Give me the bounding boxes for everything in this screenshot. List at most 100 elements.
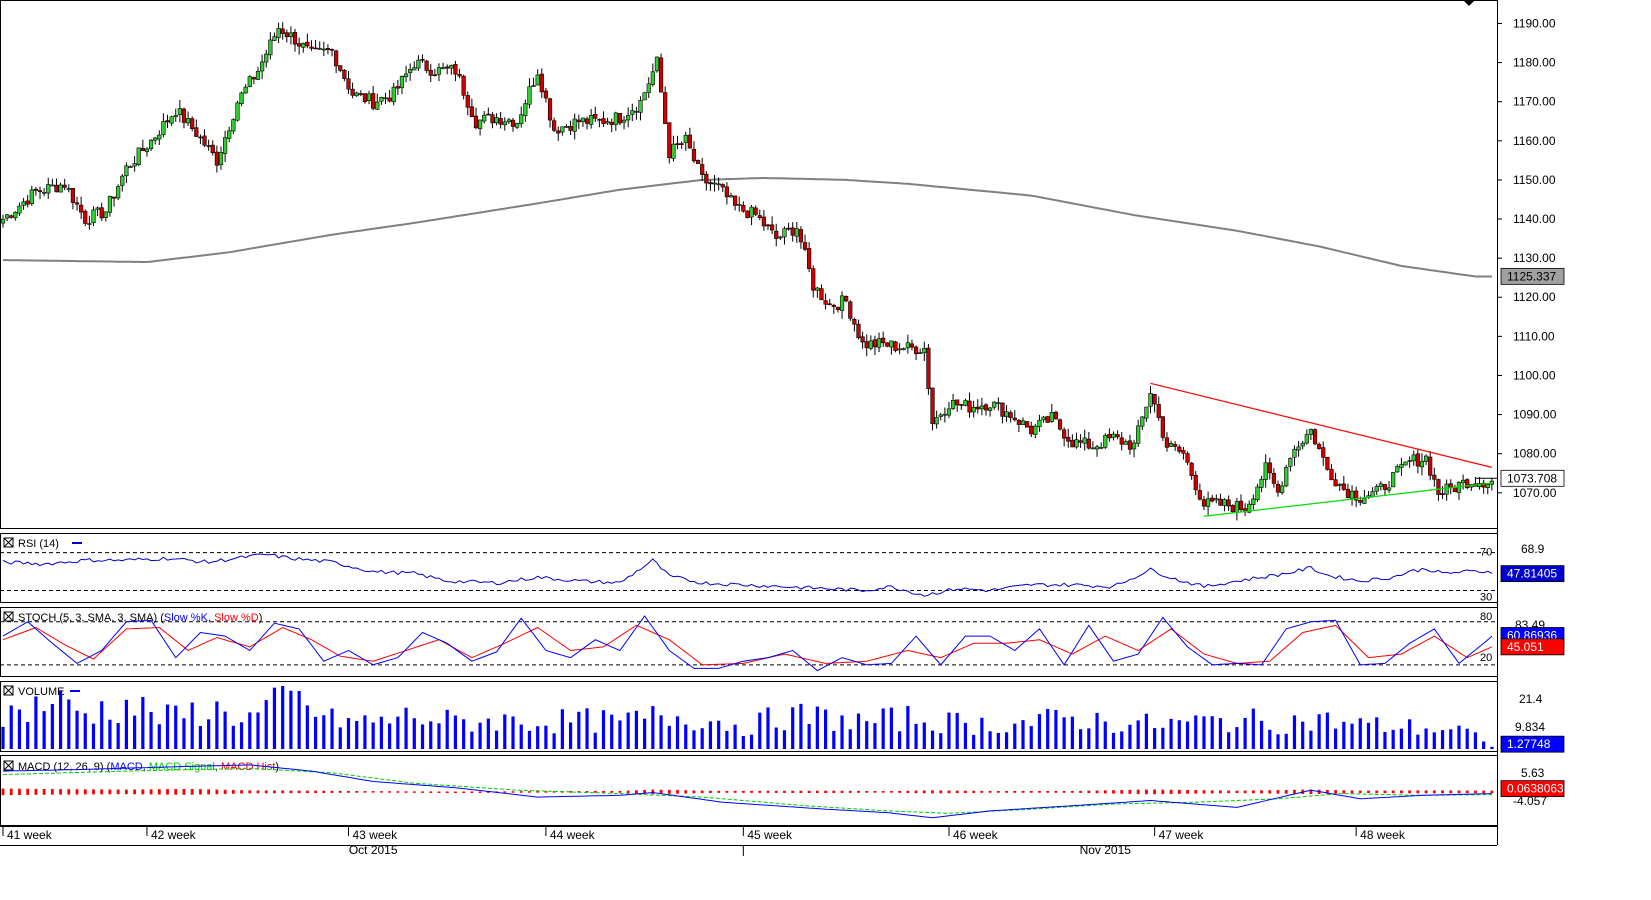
macd-hist-bar — [149, 789, 153, 795]
macd-hist-bar — [1103, 790, 1107, 794]
candle — [897, 343, 902, 355]
candle — [231, 118, 236, 135]
candle — [325, 44, 331, 55]
candle-body — [601, 118, 606, 124]
candle-body — [153, 137, 158, 141]
volume-bar — [1185, 721, 1190, 749]
candle — [671, 135, 676, 162]
price-panel: 1190.00 1180.00 1170.00 1160.00 1150.00 1140.… — [0, 16, 1565, 521]
candle-body — [325, 48, 331, 51]
candle — [144, 147, 150, 157]
macd-hist-bar — [618, 790, 622, 793]
macd-hist-bar — [1400, 790, 1403, 794]
candle-body — [194, 127, 199, 137]
candle — [1288, 457, 1293, 472]
macd-hist-bar — [50, 789, 54, 795]
candle-body — [498, 118, 503, 125]
stoch-k-line — [2, 615, 1493, 672]
macd-hist-bar — [1136, 789, 1140, 795]
candle — [1049, 404, 1054, 423]
volume-bar — [560, 709, 564, 749]
volume-bar — [1169, 718, 1173, 749]
volume-bar — [141, 696, 145, 749]
volume-bar — [906, 705, 910, 749]
macd-hist-bar — [437, 791, 441, 793]
candle-body — [1251, 498, 1256, 505]
stoch-level-label: 80 — [1480, 611, 1492, 623]
macd-hist-bar — [659, 789, 663, 794]
macd-hist-bar — [1375, 790, 1379, 794]
rsi-close-icon[interactable] — [3, 537, 14, 548]
candle-body — [1284, 466, 1289, 487]
candle-body — [1358, 500, 1363, 503]
macd-hist-bar — [709, 790, 712, 794]
candle-body — [482, 114, 487, 122]
candle — [630, 103, 635, 122]
volume-bar — [58, 690, 63, 749]
volume-bar — [412, 718, 416, 749]
volume-bar — [996, 732, 1000, 749]
candle-body — [165, 120, 170, 123]
rsi-header: RSI (14) — [3, 537, 82, 550]
candle-body — [996, 402, 1001, 405]
candle — [593, 106, 598, 122]
week-label: 48 week — [1360, 828, 1406, 842]
volume-close-icon[interactable] — [3, 685, 14, 696]
candle-body — [856, 323, 861, 339]
candle-body — [391, 86, 396, 103]
macd-close-icon[interactable] — [3, 760, 14, 771]
macd-hist-bar — [766, 790, 770, 793]
macd-hist-bar — [404, 791, 408, 793]
macd-hist-bar — [75, 789, 79, 795]
macd-hist-bar — [462, 791, 466, 794]
candle-body — [449, 65, 454, 69]
volume-bar — [1103, 721, 1107, 749]
macd-hist-bar — [1474, 790, 1477, 794]
candle — [403, 65, 409, 83]
candle — [1025, 421, 1030, 428]
macd-hist-bar — [157, 789, 161, 795]
macd-hist-bar — [964, 790, 967, 794]
volume-bar — [404, 707, 408, 749]
scroll-marker-icon[interactable] — [1463, 0, 1475, 6]
stoch-close-icon[interactable] — [3, 611, 14, 622]
macd-hist-bar — [347, 790, 350, 793]
candle-body — [1140, 416, 1145, 427]
candle — [1255, 483, 1260, 503]
candle — [1053, 410, 1059, 420]
candle-body — [897, 348, 902, 351]
candle-body — [1386, 487, 1392, 491]
volume-bar — [445, 709, 449, 749]
volume-bar — [1013, 723, 1017, 749]
candle-body — [605, 121, 610, 124]
candle-body — [580, 117, 586, 122]
volume-bar — [700, 728, 704, 749]
stoch-d-line — [2, 624, 1493, 666]
candle — [1415, 449, 1420, 474]
candle — [272, 32, 277, 42]
volume-bar — [429, 721, 433, 749]
candle — [872, 335, 878, 356]
volume-bar — [256, 712, 260, 749]
candle — [1148, 385, 1153, 414]
candle — [992, 401, 997, 410]
volume-bar — [577, 711, 581, 749]
candle — [893, 340, 898, 353]
macd-hist-bar — [1251, 790, 1255, 794]
rsi-title: RSI (14) — [18, 538, 59, 550]
macd-hist-bar — [297, 790, 301, 794]
macd-hist-bar — [1358, 790, 1362, 794]
macd-hist-bar — [256, 790, 260, 794]
candle — [687, 127, 692, 149]
candle-body — [313, 47, 318, 50]
macd-hist-bar — [1005, 790, 1008, 793]
candle-body — [1465, 479, 1470, 489]
candle — [1168, 440, 1174, 448]
candle-body — [1263, 462, 1268, 480]
candle-body — [942, 413, 947, 416]
candle-body — [206, 145, 211, 147]
candle — [74, 196, 80, 211]
candle — [679, 141, 684, 149]
candle — [946, 401, 952, 419]
candle — [329, 48, 335, 57]
